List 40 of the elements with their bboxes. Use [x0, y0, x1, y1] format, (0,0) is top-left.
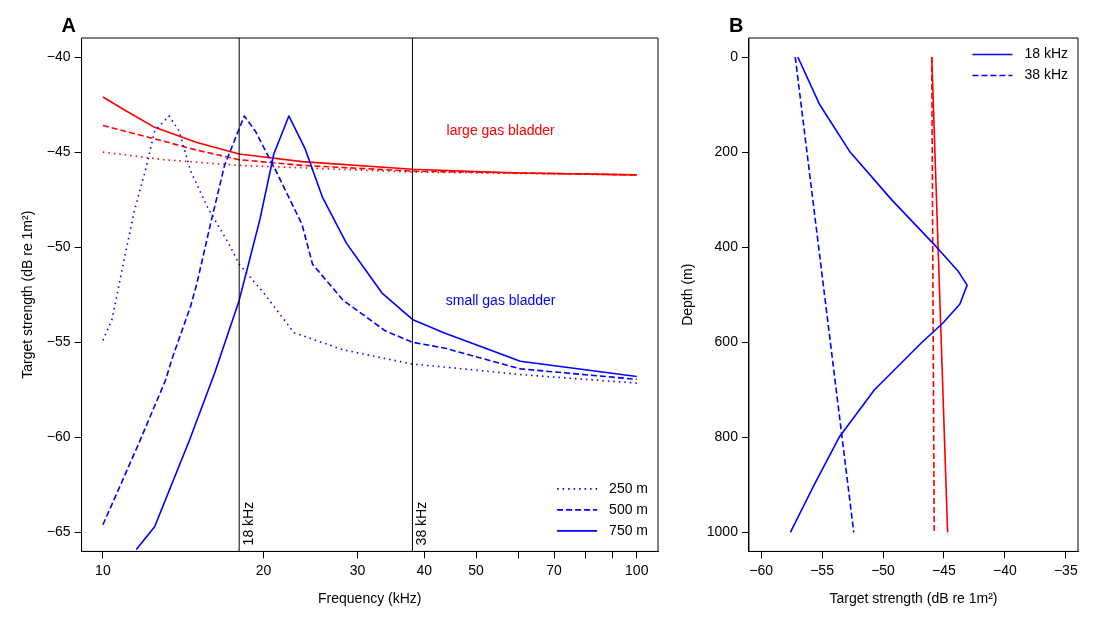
legend-label: 750 m	[609, 521, 649, 538]
x-tick-label: 50	[468, 561, 485, 578]
y-tick-label: 1000	[706, 523, 739, 540]
annotation: small gas bladder	[445, 291, 556, 308]
y-tick-label: −45	[46, 142, 71, 159]
y-axis-title: Depth (m)	[679, 263, 696, 326]
y-tick-label: 600	[714, 333, 739, 350]
x-tick-label: −40	[993, 561, 1017, 578]
x-tick-label: −45	[932, 561, 957, 578]
x-tick-label: 30	[349, 561, 366, 578]
legend-label: 250 m	[609, 479, 649, 496]
x-tick-label: 10	[95, 561, 111, 578]
chart-title: B	[728, 13, 744, 36]
x-tick-label: −60	[749, 561, 774, 578]
legend-label: 500 m	[609, 500, 649, 517]
x-tick-label: −50	[871, 561, 896, 578]
annotation: large gas bladder	[446, 122, 556, 139]
y-axis-title: Target strength (dB re 1m²)	[19, 210, 36, 379]
y-tick-label: 200	[714, 142, 739, 159]
x-tick-label: −35	[1053, 561, 1078, 578]
x-axis-title: Frequency (kHz)	[318, 590, 422, 607]
y-tick-label: −50	[46, 238, 71, 255]
x-tick-label: 100	[625, 561, 649, 578]
y-tick-label: −55	[46, 333, 71, 350]
legend-label: 18 kHz	[1024, 45, 1069, 62]
x-axis-title: Target strength (dB re 1m²)	[829, 590, 998, 607]
y-tick-label: −65	[46, 523, 71, 540]
y-tick-label: −60	[46, 428, 71, 445]
y-tick-label: 800	[714, 428, 739, 445]
chart-title: A	[61, 13, 76, 36]
ref-line-label: 18 kHz	[240, 501, 257, 546]
x-tick-label: 20	[255, 561, 272, 578]
ref-line-label: 38 kHz	[413, 501, 430, 546]
x-tick-label: −55	[810, 561, 835, 578]
y-tick-label: 400	[714, 238, 739, 255]
x-tick-label: 40	[416, 561, 433, 578]
y-tick-label: −40	[46, 47, 71, 64]
x-tick-label: 70	[546, 561, 563, 578]
y-tick-label: 0	[730, 47, 739, 64]
legend-label: 38 kHz	[1024, 66, 1069, 83]
